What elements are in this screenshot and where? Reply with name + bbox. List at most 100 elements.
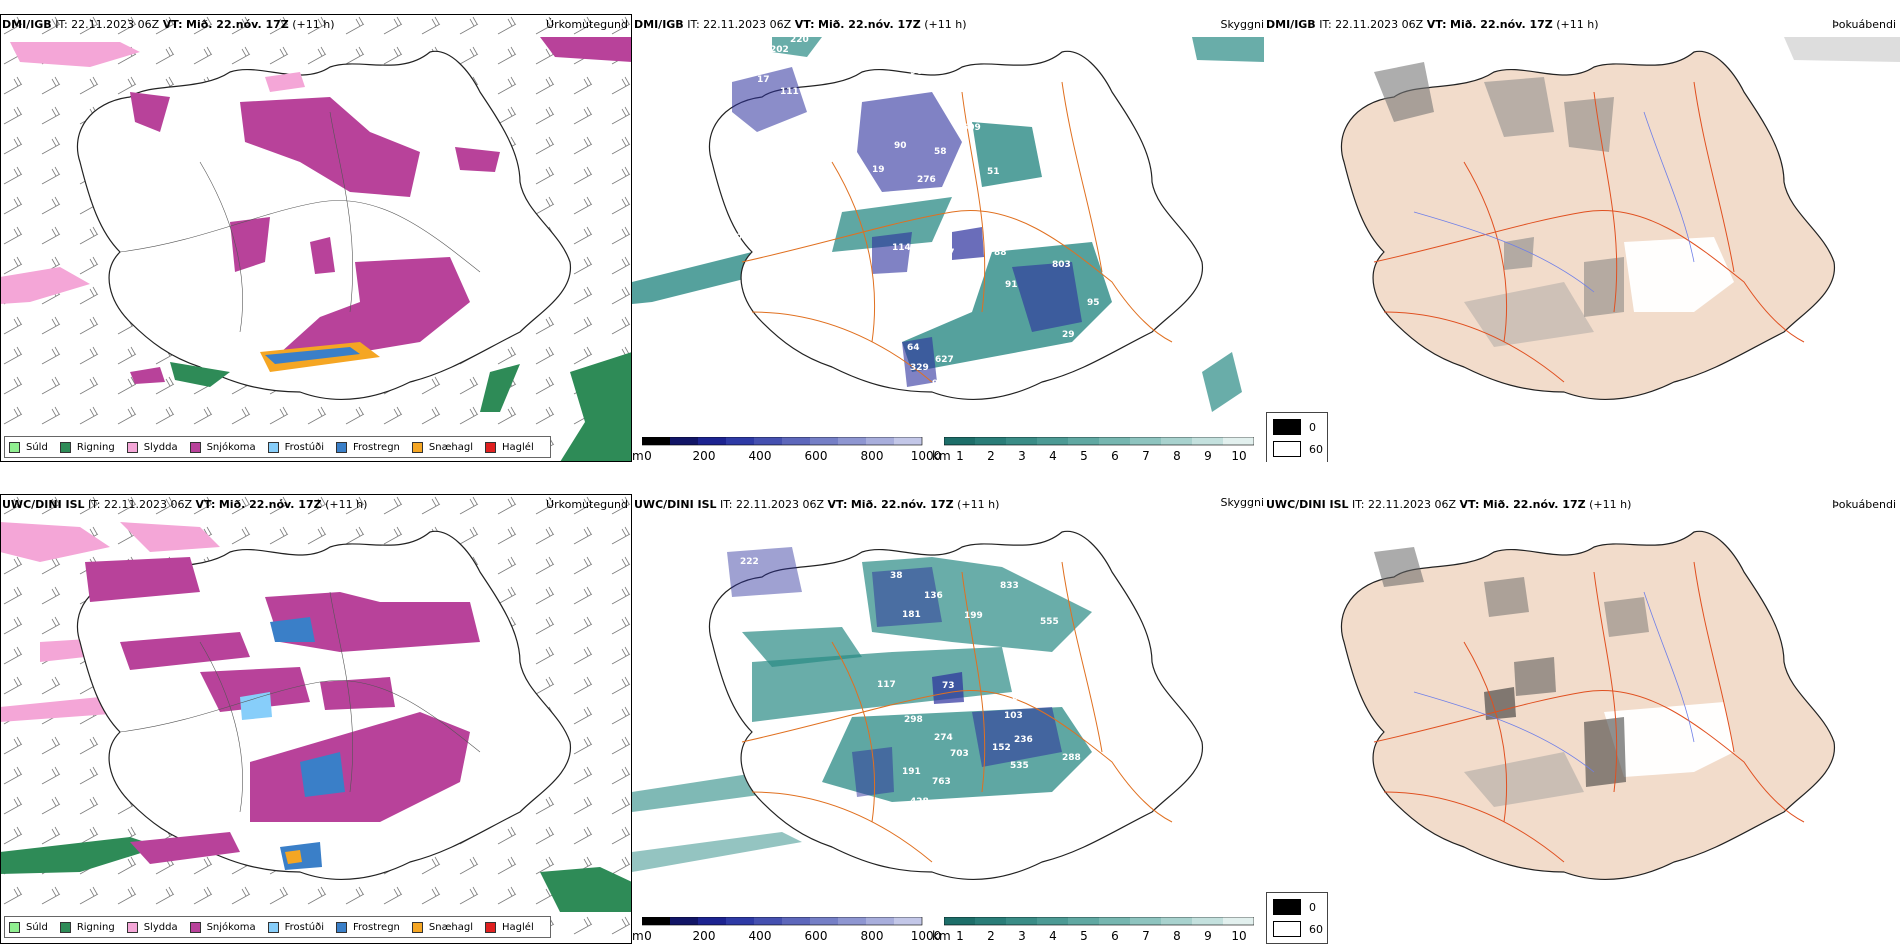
colorbar-tick: 5 [1080, 449, 1088, 462]
panel-title: Skyggni [1220, 496, 1264, 509]
panel-header: UWC/DINI ISL IT: 22.11.2023 06Z VT: Mið.… [1266, 498, 1632, 511]
colorbar-tick: 6 [1111, 449, 1119, 462]
colorbar-tick: 400 [748, 449, 772, 462]
svg-text:19: 19 [872, 165, 885, 175]
fog-legend-item: 0 [1273, 419, 1316, 435]
svg-text:298: 298 [904, 715, 923, 725]
svg-text:428: 428 [910, 797, 929, 807]
svg-text:29: 29 [1062, 330, 1075, 340]
precip-panel-top: DMI/IGB IT: 22.11.2023 06Z VT: Mið. 22.n… [0, 12, 632, 462]
legend-swatch [9, 441, 20, 453]
visibility-labels: 222 38 136 833 199 555 181 523 117 73 63… [740, 557, 1081, 813]
legend-swatch [485, 921, 497, 933]
colorbar-tick: 7 [1142, 929, 1150, 943]
svg-text:58: 58 [934, 147, 947, 157]
colorbar-tick: 400 [748, 929, 772, 943]
colorbar-tick: 4 [1049, 929, 1057, 943]
panel-header: UWC/DINI ISL IT: 22.11.2023 06Z VT: Mið.… [2, 498, 368, 511]
svg-text:202: 202 [770, 45, 789, 55]
colorbar-m: m 0 200 400 600 800 1000 [632, 917, 942, 943]
fog-legend: 0 60 [1266, 412, 1328, 462]
svg-text:236: 236 [1014, 735, 1033, 745]
precip-map-top [0, 12, 632, 462]
colorbar-tick: 200 [692, 449, 716, 462]
colorbar-tick: 0 [644, 929, 652, 943]
legend-item: Frostúði [267, 921, 324, 933]
colorbar-tick: 5 [1080, 929, 1088, 943]
legend-item: Slydda [126, 921, 178, 933]
colorbar-tick: 200 [692, 929, 716, 943]
colorbar-tick: 4 [1049, 449, 1057, 462]
fog-legend-item: 60 [1273, 921, 1323, 937]
colorbar-m-ramp [642, 437, 923, 446]
colorbar-km: km 1 2 3 4 5 6 7 8 9 10 [932, 437, 1264, 462]
colorbar-tick: 3 [1018, 449, 1026, 462]
fog-legend-swatch [1273, 899, 1301, 915]
svg-text:95: 95 [1087, 298, 1100, 308]
svg-text:90: 90 [894, 141, 907, 151]
legend-item: Rigning [59, 441, 115, 453]
colorbar-m-ramp [642, 917, 923, 926]
colorbar-tick: 600 [804, 929, 828, 943]
panel-title: Skyggni [1220, 18, 1264, 31]
colorbar-tick: 1000 [910, 449, 942, 462]
colorbar-tick: 9 [1204, 449, 1212, 462]
svg-text:763: 763 [932, 777, 951, 787]
svg-text:57: 57 [942, 248, 955, 258]
svg-text:206: 206 [890, 81, 909, 91]
legend-swatch [411, 441, 423, 453]
colorbar-m-unit: m [632, 929, 644, 943]
colorbar-tick: 2 [987, 929, 995, 943]
colorbar-tick: 3 [1018, 929, 1026, 943]
colorbar-tick: 7 [1142, 449, 1150, 462]
fog-legend-swatch [1273, 921, 1301, 937]
svg-text:122: 122 [957, 181, 976, 191]
fog-panel-top: DMI/IGB IT: 22.11.2023 06Z VT: Mið. 22.n… [1264, 12, 1900, 462]
svg-text:222: 222 [740, 557, 759, 567]
colorbar-km-unit: km [932, 929, 951, 943]
precip-panel-bottom: UWC/DINI ISL IT: 22.11.2023 06Z VT: Mið.… [0, 492, 632, 944]
visibility-map-bottom: 222 38 136 833 199 555 181 523 117 73 63… [632, 530, 1203, 881]
svg-text:627: 627 [935, 355, 954, 365]
panel-header: DMI/IGB IT: 22.11.2023 06Z VT: Mið. 22.n… [1266, 18, 1599, 31]
svg-text:103: 103 [1004, 711, 1023, 721]
svg-text:136: 136 [924, 591, 943, 601]
legend-swatch [189, 921, 201, 933]
legend-swatch [126, 921, 138, 933]
svg-text:220: 220 [790, 35, 809, 45]
legend-swatch [9, 921, 20, 933]
svg-text:230: 230 [794, 773, 813, 783]
fog-legend-swatch [1273, 441, 1301, 457]
fog-legend-item: 0 [1273, 899, 1316, 915]
svg-text:276: 276 [917, 175, 936, 185]
svg-text:833: 833 [1000, 581, 1019, 591]
svg-text:38: 38 [890, 571, 903, 581]
legend-swatch [411, 921, 423, 933]
svg-text:111: 111 [780, 87, 799, 97]
legend-swatch [267, 441, 279, 453]
precip-map-bottom [0, 492, 632, 944]
svg-text:63: 63 [1012, 693, 1025, 703]
panel-header: UWC/DINI ISL IT: 22.11.2023 06Z VT: Mið.… [634, 498, 1000, 511]
legend-item: Haglél [485, 921, 534, 933]
svg-text:96: 96 [910, 67, 923, 77]
fog-legend-swatch [1273, 419, 1301, 435]
svg-text:199: 199 [964, 611, 983, 621]
fog-map-bottom [1340, 530, 1835, 881]
svg-text:91: 91 [1005, 280, 1018, 290]
panel-title: Þokuábendi [1832, 18, 1896, 31]
visibility-map-top: 220 202 17 111 96 206 90 58 609 19 276 1… [632, 35, 1264, 412]
legend-item: Snjókoma [189, 921, 256, 933]
panel-title: Þokuábendi [1832, 498, 1896, 511]
svg-text:803: 803 [1052, 260, 1071, 270]
panel-header: DMI/IGB IT: 22.11.2023 06Z VT: Mið. 22.n… [2, 18, 335, 31]
visibility-labels: 220 202 17 111 96 206 90 58 609 19 276 1… [737, 35, 1111, 389]
legend-item: Slydda [126, 441, 178, 453]
colorbar-tick: 1 [956, 929, 964, 943]
colorbar-tick: 600 [804, 449, 828, 462]
svg-text:181: 181 [902, 610, 921, 620]
colorbar-m: m 0 200 400 600 800 1000 [632, 437, 942, 462]
legend-item: Frostregn [336, 921, 400, 933]
svg-text:609: 609 [962, 123, 981, 133]
svg-text:17: 17 [757, 75, 770, 85]
